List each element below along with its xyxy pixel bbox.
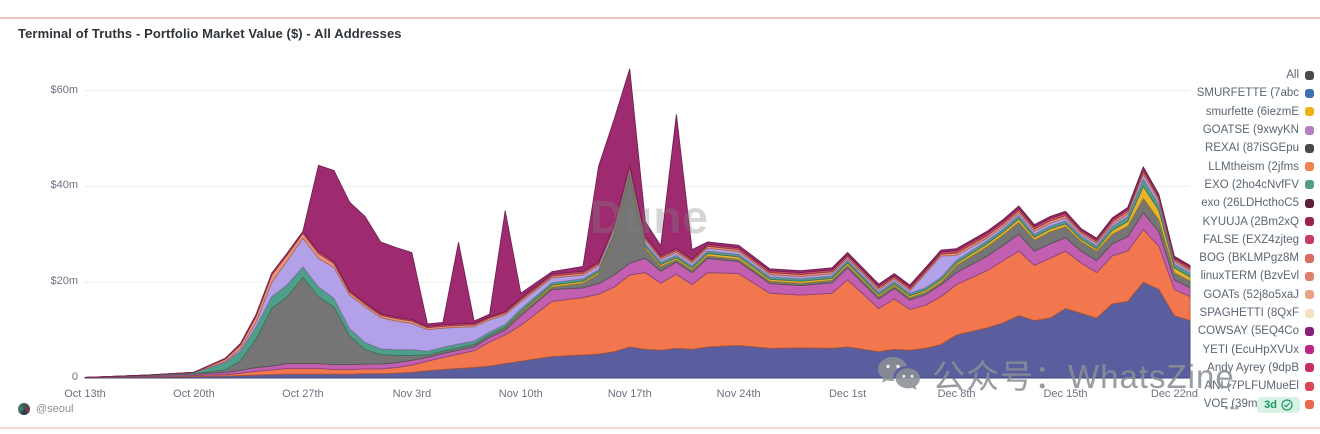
x-tick-label: Nov 24th [716, 388, 761, 400]
check-circle-icon [1281, 399, 1293, 411]
author-handle: @seoul [36, 403, 74, 415]
legend-item-swatch [1305, 399, 1314, 409]
legend-item[interactable]: BOG (BKLMPgz8M [1197, 249, 1314, 267]
legend-item[interactable]: smurfette (6iezmE [1197, 103, 1314, 121]
y-tick-label: $60m [50, 83, 78, 96]
legend-item[interactable]: KYUUJA (2Bm2xQ [1197, 212, 1314, 230]
legend-item-swatch [1305, 290, 1314, 300]
legend-item-label: GOATSE (9xwyKN [1202, 124, 1299, 137]
legend-item-label: LLMtheism (2jfms [1208, 160, 1299, 173]
legend-item[interactable]: EXO (2ho4cNvfFV [1197, 176, 1314, 194]
legend-item[interactable]: GOATSE (9xwyKN [1197, 121, 1314, 139]
chart-title: Terminal of Truths - Portfolio Market Va… [18, 26, 402, 41]
y-tick-label: $40m [50, 179, 78, 192]
legend-item-swatch [1305, 217, 1314, 227]
legend-item-swatch [1305, 162, 1314, 172]
x-tick-label: Oct 13th [64, 388, 106, 400]
legend-item-label: exo (26LDHcthoC5 [1201, 197, 1299, 210]
legend-item-swatch [1305, 198, 1314, 208]
legend-item-label: FALSE (EXZ4zjteg [1203, 233, 1299, 246]
legend-item-label: All [1286, 69, 1299, 82]
legend-item-swatch [1305, 125, 1314, 135]
legend-item-label: smurfette (6iezmE [1205, 105, 1299, 118]
legend-item[interactable]: GOATs (52j8o5xaJ [1197, 286, 1314, 304]
refresh-age-label: 3d [1264, 399, 1277, 411]
legend-item[interactable]: REXAI (87iSGEpu [1197, 139, 1314, 157]
author-avatar [18, 403, 30, 415]
legend-item[interactable]: FALSE (EXZ4zjteg [1197, 231, 1314, 249]
author-link[interactable]: @seoul [18, 403, 73, 415]
legend-item[interactable]: COWSAY (5EQ4Co [1197, 322, 1314, 340]
x-tick-label: Dec 22nd [1150, 388, 1198, 400]
y-tick-label: 0 [71, 371, 78, 383]
wechat-watermark: 公众号：WhatsZine [876, 350, 1235, 398]
legend-item-swatch [1305, 180, 1314, 190]
x-tick-label: Nov 10th [498, 388, 543, 400]
legend-item-swatch [1305, 70, 1314, 80]
legend-item-label: BOG (BKLMPgz8M [1199, 252, 1299, 265]
legend-item-label: GOATs (52j8o5xaJ [1203, 288, 1299, 301]
x-tick-label: Oct 27th [282, 388, 324, 400]
legend-item-label: ANI (7PLFUMueEl [1204, 380, 1299, 393]
legend-item-swatch [1305, 235, 1314, 245]
legend-item[interactable]: SPAGHETTI (8QxF [1197, 304, 1314, 322]
x-tick-label: Nov 3rd [392, 388, 432, 400]
legend-item[interactable]: SMURFETTE (7abc [1197, 84, 1314, 102]
legend-item[interactable]: ANI (7PLFUMueEl [1197, 377, 1314, 395]
legend-item-swatch [1305, 107, 1314, 117]
x-tick-label: Oct 20th [173, 388, 215, 400]
legend-item[interactable]: exo (26LDHcthoC5 [1197, 194, 1314, 212]
legend-item[interactable]: linuxTERM (BzvEvl [1197, 267, 1314, 285]
x-tick-label: Dec 1st [828, 388, 867, 400]
legend-item-swatch [1305, 271, 1314, 281]
legend-item-label: SPAGHETTI (8QxF [1199, 307, 1299, 319]
legend-item[interactable]: YETI (EcuHpXVUx [1197, 340, 1314, 358]
legend-item[interactable]: LLMtheism (2jfms [1197, 157, 1314, 175]
legend-item-swatch [1305, 253, 1314, 263]
x-tick-label: Nov 17th [607, 388, 652, 400]
wechat-watermark-text: 公众号：WhatsZine [932, 358, 1235, 395]
legend-item-label: Andy Ayrey (9dpB [1207, 361, 1299, 374]
legend-item-swatch [1305, 88, 1314, 98]
stacked-area-chart [84, 68, 1191, 379]
refresh-age-badge[interactable]: 3d [1257, 397, 1300, 413]
legend-item-swatch [1305, 345, 1314, 355]
area-series-cowsay [84, 68, 1191, 378]
legend-item-label: KYUUJA (2Bm2xQ [1202, 215, 1300, 228]
legend-item-label: EXO (2ho4cNvfFV [1204, 178, 1299, 191]
legend-item-swatch [1305, 308, 1314, 318]
dune-watermark: Dune [590, 191, 709, 243]
legend-item-swatch [1305, 381, 1314, 391]
legend-item-swatch [1305, 363, 1314, 373]
legend-item-label: YETI (EcuHpXVUx [1202, 343, 1300, 356]
wechat-icon [878, 357, 920, 390]
legend-item-label: linuxTERM (BzvEvl [1200, 270, 1299, 283]
legend-item-label: REXAI (87iSGEpu [1205, 142, 1299, 155]
legend-item-swatch [1305, 143, 1314, 153]
legend-item[interactable]: All [1197, 66, 1314, 84]
legend-item-label: COWSAY (5EQ4Co [1197, 325, 1299, 338]
x-tick-label: Dec 15th [1043, 388, 1088, 400]
top-divider [0, 17, 1320, 19]
y-tick-label: $20m [50, 275, 78, 288]
legend-item-swatch [1305, 326, 1314, 336]
legend-item[interactable]: Andy Ayrey (9dpB [1197, 359, 1314, 377]
more-options-button[interactable]: ••• [1224, 401, 1240, 415]
x-tick-label: Dec 8th [937, 388, 976, 400]
legend-item-label: SMURFETTE (7abc [1196, 87, 1299, 100]
bottom-divider [0, 427, 1320, 429]
